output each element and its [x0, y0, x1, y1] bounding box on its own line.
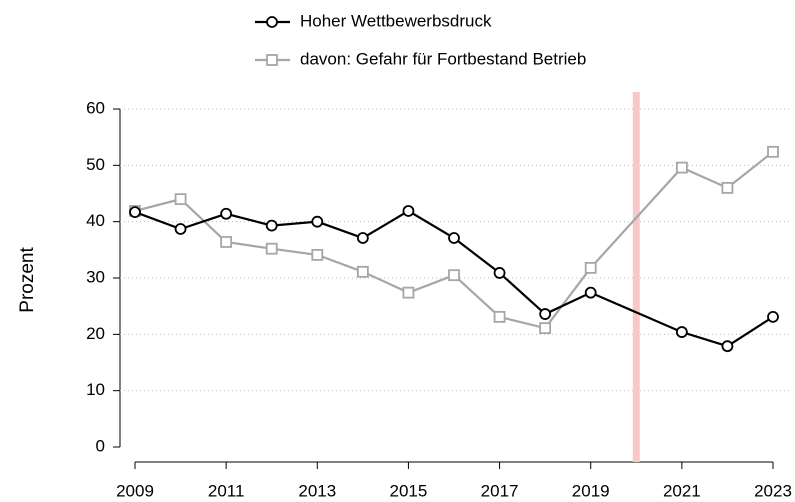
data-point	[539, 308, 552, 320]
data-point	[584, 286, 597, 299]
data-point	[402, 286, 415, 299]
y-tick-label: 50	[86, 155, 105, 174]
x-tick-label: 2009	[116, 481, 154, 500]
data-point	[721, 181, 734, 194]
data-point	[493, 267, 506, 279]
legend-label: davon: Gefahr für Fortbestand Betrieb	[300, 49, 586, 68]
y-tick-label: 10	[86, 380, 105, 399]
legend-label: Hoher Wettbewerbsdruck	[300, 11, 492, 30]
legend-marker	[266, 54, 278, 66]
data-point	[174, 193, 187, 206]
x-tick-label: 2021	[663, 481, 701, 500]
data-point	[129, 206, 141, 218]
data-point	[493, 310, 506, 323]
data-point	[174, 223, 187, 235]
data-point	[220, 236, 233, 248]
y-axis-label: Prozent	[17, 247, 38, 313]
data-point	[767, 145, 779, 158]
data-point	[311, 249, 324, 261]
legend-marker	[266, 16, 278, 28]
data-point	[402, 205, 415, 217]
data-point	[220, 207, 233, 220]
data-point	[265, 219, 278, 232]
y-tick-label: 20	[86, 324, 105, 343]
data-point	[448, 269, 460, 282]
x-tick-label: 2013	[298, 481, 336, 500]
data-point	[265, 242, 278, 255]
data-point	[539, 322, 552, 335]
series-line	[134, 209, 774, 348]
series-line	[134, 150, 774, 330]
data-point	[311, 215, 324, 228]
x-tick-label: 2023	[754, 481, 792, 500]
data-point	[767, 310, 779, 323]
y-tick-label: 30	[86, 267, 105, 286]
data-point	[675, 161, 688, 174]
data-point	[675, 326, 688, 338]
data-point	[584, 261, 597, 274]
data-point	[448, 232, 460, 244]
data-point	[721, 340, 734, 353]
x-tick-label: 2011	[208, 481, 245, 500]
y-tick-label: 60	[86, 98, 105, 117]
y-tick-label: 0	[96, 436, 105, 455]
x-tick-label: 2015	[390, 481, 428, 500]
data-point	[356, 265, 369, 278]
highlight-band	[632, 92, 640, 462]
x-tick-label: 2019	[572, 481, 610, 500]
data-point	[356, 232, 369, 244]
y-tick-label: 40	[86, 211, 105, 230]
x-tick-label: 2017	[481, 481, 519, 500]
